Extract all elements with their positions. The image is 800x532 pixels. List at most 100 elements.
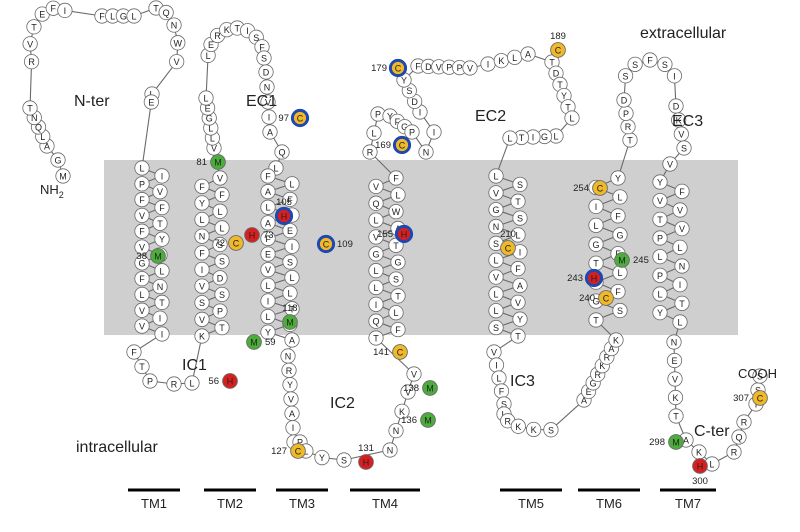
cter-label: C-ter xyxy=(694,423,730,440)
cter-residue-2: E xyxy=(671,356,677,366)
ic2-residue-16-circle xyxy=(406,366,422,382)
tm6-residue-16: Y xyxy=(615,174,621,184)
tm1-residue-4-circle xyxy=(152,184,168,200)
tm7-residue-15: Y xyxy=(657,308,663,318)
ic3-residue-9: K xyxy=(531,425,537,435)
tm6-residue-4: F xyxy=(615,287,621,297)
ec3-residue-4-circle xyxy=(616,92,632,108)
tm1-residue-20: I xyxy=(159,314,162,324)
tm7-residue-9: L xyxy=(657,252,662,262)
ec3-residue-6-circle xyxy=(627,56,643,72)
extracellular-label: extracellular xyxy=(640,25,727,42)
tm2-residue-1: K xyxy=(199,332,205,342)
ic3-residue-18: K xyxy=(613,336,619,346)
tm1-residue-15: F xyxy=(139,274,145,284)
ec2-residue-29-circle xyxy=(564,110,580,126)
tm7-residue-5-circle xyxy=(652,211,668,227)
special-residue-131-letter: H xyxy=(363,458,370,468)
nter-residue-13-circle xyxy=(57,2,73,19)
tm2-residue-5: S xyxy=(199,298,205,308)
special-residue-210-circle xyxy=(500,240,516,256)
tm3-residue-19: L xyxy=(265,312,270,322)
special-residue-245-circle xyxy=(614,252,630,268)
tm5-residue-7-circle xyxy=(488,218,504,235)
tm5-residue-2: S xyxy=(517,180,523,190)
ec2-residue-13: Y xyxy=(401,76,407,86)
special-residue-38-letter: M xyxy=(154,252,162,262)
nter-residue-11: E xyxy=(39,10,45,20)
tm4-residue-2-circle xyxy=(390,321,406,338)
ec2-residue-7: P xyxy=(409,128,415,138)
tm2-residue-11-circle xyxy=(194,245,210,261)
tm3-residue-13: V xyxy=(265,265,271,275)
ec2-residue-9: I xyxy=(433,128,436,138)
ec1-residue-18: V xyxy=(265,98,271,108)
tm5-residue-13: V xyxy=(493,273,499,283)
tm5-residue-4: T xyxy=(515,197,521,207)
cter-residue-3-circle xyxy=(667,371,683,387)
tm2-residue-1-circle xyxy=(194,328,210,344)
tm2-residue-6-circle xyxy=(214,286,230,303)
tm2-residue-2: T xyxy=(219,323,225,333)
ec2-residue-7-circle xyxy=(404,124,420,140)
tm4-residue-19: V xyxy=(373,182,379,192)
ic3-residue-18-circle xyxy=(608,332,624,348)
nter-residue-24-circle xyxy=(143,94,159,110)
nter-residue-7-circle xyxy=(22,100,38,116)
tm6-residue-12-circle xyxy=(610,208,626,224)
special-residue-59-letter: M xyxy=(250,338,258,348)
tm1-residue-21: V xyxy=(139,322,145,332)
nh2-subscript: 2 xyxy=(59,190,64,200)
ec1-residue-10: K xyxy=(224,25,230,35)
cter-residue-7: K xyxy=(696,448,702,458)
tm6-residue-9-circle xyxy=(588,236,604,252)
tm7-residue-1: Y xyxy=(657,178,663,188)
tm2-residue-10: S xyxy=(219,257,225,267)
special-residue-300-circle xyxy=(692,458,708,474)
ec1-residue-18-circle xyxy=(260,94,276,110)
ic3-residue-15: K xyxy=(599,361,605,371)
ec2-residue-34-circle xyxy=(502,130,518,146)
tm4-residue-9-circle xyxy=(368,263,384,279)
ec3-residue-7: F xyxy=(647,56,653,66)
ic3-residue-16: R xyxy=(604,353,611,363)
ec3-residue-8-circle xyxy=(657,56,673,72)
nh2-main: NH xyxy=(40,182,59,197)
tm3-residue-10-circle xyxy=(284,238,300,254)
special-residue-118-circle xyxy=(282,314,298,330)
tm7-residue-11-circle xyxy=(652,267,668,283)
special-residue-155-letter: H xyxy=(401,230,408,240)
ic3-residue-17: A xyxy=(608,344,614,354)
tm2-residue-13: N xyxy=(199,232,206,242)
tm1-residue-19: V xyxy=(139,306,145,316)
tm1-residue-13-circle xyxy=(134,255,150,271)
tm5-residue-20: T xyxy=(515,332,521,342)
ic3-residue-13: G xyxy=(590,378,597,388)
special-residue-59-circle xyxy=(246,334,262,350)
special-residue-number: 300 xyxy=(692,476,708,487)
special-residue-138-circle xyxy=(422,380,438,396)
ic3-residue-14: R xyxy=(594,370,601,380)
tm6-residue-10-circle xyxy=(612,227,628,243)
tm5-residue-11: L xyxy=(493,256,498,266)
ec3-residue-9: I xyxy=(673,71,676,81)
special-residue-118-letter: M xyxy=(286,318,294,328)
tm-label-6: TM6 xyxy=(596,496,622,511)
ic3-residue-11: A xyxy=(581,396,587,406)
tm3-residue-14: L xyxy=(289,273,294,283)
special-residue-number: 131 xyxy=(358,443,374,454)
ic1-residue-1-circle xyxy=(126,344,142,360)
ic2-label: IC2 xyxy=(330,395,355,412)
tm4-residue-18-circle xyxy=(390,187,406,203)
tm3-residue-11: E xyxy=(265,250,271,260)
ic3-residue-10-circle xyxy=(543,422,559,438)
tm3-residue-22: A xyxy=(289,336,295,346)
special-residue-72-letter: C xyxy=(233,239,240,249)
tm4-residue-9: L xyxy=(373,266,378,276)
special-residue-73-circle xyxy=(244,227,260,243)
tm7-residue-7: P xyxy=(657,234,663,244)
tm7-residue-9-circle xyxy=(652,249,668,265)
special-residue-number: 210 xyxy=(500,229,516,240)
ec2-residue-17: P xyxy=(446,63,452,73)
